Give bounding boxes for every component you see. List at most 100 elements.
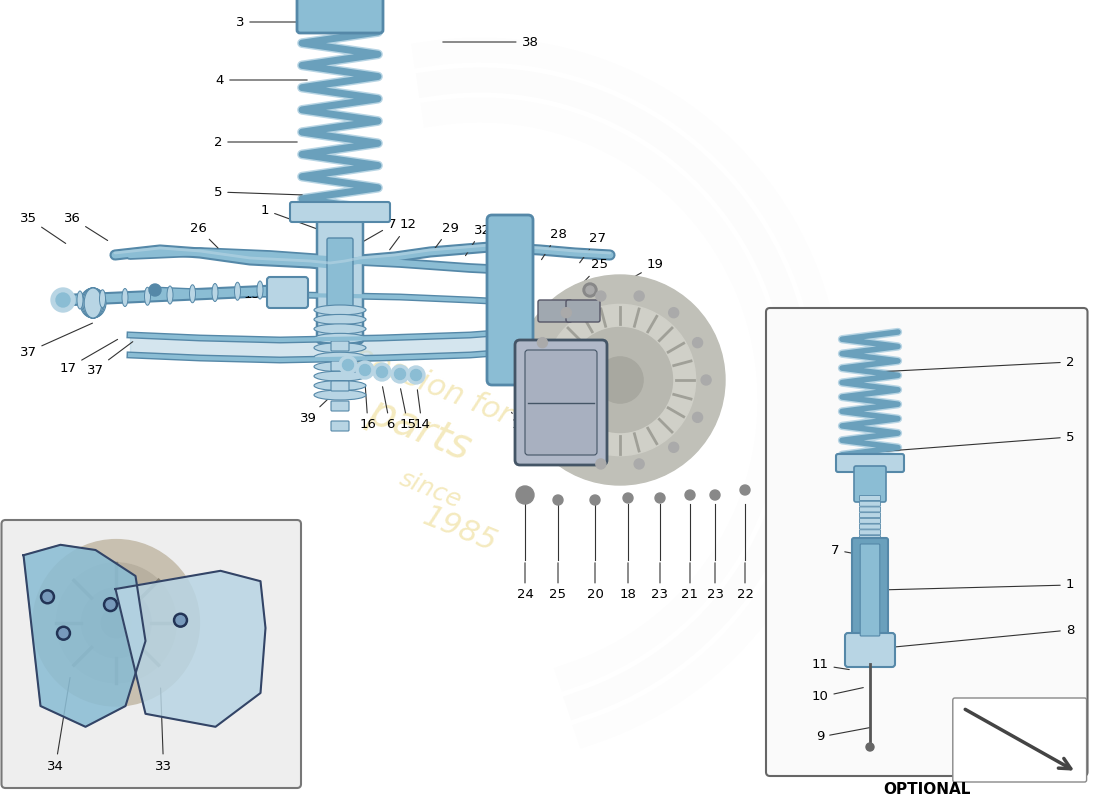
Circle shape bbox=[174, 613, 187, 627]
FancyBboxPatch shape bbox=[859, 502, 880, 506]
FancyBboxPatch shape bbox=[1, 520, 301, 788]
Circle shape bbox=[710, 490, 720, 500]
Circle shape bbox=[596, 459, 606, 469]
Text: 6: 6 bbox=[383, 386, 394, 431]
FancyBboxPatch shape bbox=[487, 215, 534, 385]
Circle shape bbox=[56, 293, 70, 307]
FancyBboxPatch shape bbox=[317, 217, 363, 343]
Text: 14: 14 bbox=[414, 390, 430, 431]
Text: 10: 10 bbox=[812, 687, 864, 703]
Ellipse shape bbox=[81, 288, 104, 318]
Circle shape bbox=[56, 563, 176, 682]
Text: 5: 5 bbox=[878, 430, 1075, 452]
Circle shape bbox=[81, 588, 151, 658]
Text: 32: 32 bbox=[561, 309, 606, 326]
FancyBboxPatch shape bbox=[267, 277, 308, 308]
Circle shape bbox=[407, 366, 425, 384]
Circle shape bbox=[568, 327, 672, 433]
Circle shape bbox=[510, 295, 520, 305]
Circle shape bbox=[342, 359, 353, 370]
Text: since: since bbox=[395, 466, 464, 514]
Polygon shape bbox=[116, 571, 265, 726]
FancyBboxPatch shape bbox=[525, 350, 597, 455]
Circle shape bbox=[654, 493, 666, 503]
FancyBboxPatch shape bbox=[859, 530, 880, 534]
Circle shape bbox=[395, 369, 406, 379]
FancyBboxPatch shape bbox=[859, 535, 880, 541]
Text: 22: 22 bbox=[737, 562, 754, 602]
Circle shape bbox=[376, 366, 387, 378]
Ellipse shape bbox=[81, 288, 104, 318]
Text: 3: 3 bbox=[235, 15, 307, 29]
Circle shape bbox=[623, 493, 632, 503]
FancyBboxPatch shape bbox=[566, 300, 600, 322]
Text: 34: 34 bbox=[47, 678, 70, 773]
FancyBboxPatch shape bbox=[331, 421, 349, 431]
Text: 36: 36 bbox=[64, 211, 108, 241]
Ellipse shape bbox=[85, 288, 102, 318]
Text: 30: 30 bbox=[504, 226, 528, 258]
Text: 4: 4 bbox=[216, 74, 307, 86]
Circle shape bbox=[529, 375, 539, 385]
Text: 16: 16 bbox=[512, 412, 528, 431]
Ellipse shape bbox=[257, 281, 263, 299]
FancyBboxPatch shape bbox=[859, 495, 880, 501]
Circle shape bbox=[148, 284, 161, 296]
Text: 29: 29 bbox=[431, 222, 459, 253]
Ellipse shape bbox=[314, 390, 366, 400]
Text: 21: 21 bbox=[682, 562, 698, 602]
Text: 26: 26 bbox=[189, 222, 218, 248]
Circle shape bbox=[693, 338, 703, 348]
Ellipse shape bbox=[77, 291, 82, 309]
Ellipse shape bbox=[234, 282, 241, 300]
Circle shape bbox=[515, 275, 725, 485]
Ellipse shape bbox=[314, 324, 366, 334]
Circle shape bbox=[33, 540, 199, 706]
Text: 32: 32 bbox=[465, 223, 491, 256]
Text: 18: 18 bbox=[619, 562, 637, 602]
Text: 5: 5 bbox=[213, 186, 302, 198]
Ellipse shape bbox=[82, 288, 103, 318]
Circle shape bbox=[583, 283, 597, 297]
Circle shape bbox=[516, 486, 534, 504]
Circle shape bbox=[635, 291, 645, 301]
Circle shape bbox=[103, 598, 118, 611]
Text: 20: 20 bbox=[586, 562, 604, 602]
Circle shape bbox=[538, 412, 548, 422]
Circle shape bbox=[701, 375, 711, 385]
Circle shape bbox=[635, 459, 645, 469]
Text: 12: 12 bbox=[389, 218, 417, 250]
Text: 1: 1 bbox=[261, 203, 318, 229]
Text: 19: 19 bbox=[627, 258, 663, 281]
Text: 17: 17 bbox=[59, 339, 118, 374]
Circle shape bbox=[43, 592, 52, 602]
FancyBboxPatch shape bbox=[836, 454, 904, 472]
Text: 2: 2 bbox=[878, 355, 1075, 372]
Circle shape bbox=[590, 495, 600, 505]
Text: 31: 31 bbox=[500, 330, 549, 346]
Circle shape bbox=[390, 365, 409, 383]
Circle shape bbox=[553, 495, 563, 505]
FancyBboxPatch shape bbox=[859, 524, 880, 529]
Text: 28: 28 bbox=[541, 227, 567, 260]
Text: 1985: 1985 bbox=[419, 502, 502, 558]
Circle shape bbox=[597, 357, 644, 403]
FancyBboxPatch shape bbox=[859, 518, 880, 523]
Circle shape bbox=[538, 338, 548, 348]
Text: 9: 9 bbox=[816, 727, 870, 743]
Circle shape bbox=[339, 356, 358, 374]
Circle shape bbox=[586, 286, 594, 294]
Circle shape bbox=[51, 288, 75, 312]
Circle shape bbox=[410, 370, 421, 381]
Ellipse shape bbox=[122, 289, 128, 306]
Circle shape bbox=[866, 743, 874, 751]
FancyBboxPatch shape bbox=[331, 341, 349, 351]
Circle shape bbox=[59, 629, 68, 638]
Circle shape bbox=[373, 363, 390, 381]
Circle shape bbox=[596, 291, 606, 301]
Circle shape bbox=[669, 442, 679, 452]
FancyBboxPatch shape bbox=[331, 401, 349, 411]
FancyBboxPatch shape bbox=[845, 633, 895, 667]
Text: 35: 35 bbox=[20, 211, 66, 243]
Ellipse shape bbox=[314, 305, 366, 315]
